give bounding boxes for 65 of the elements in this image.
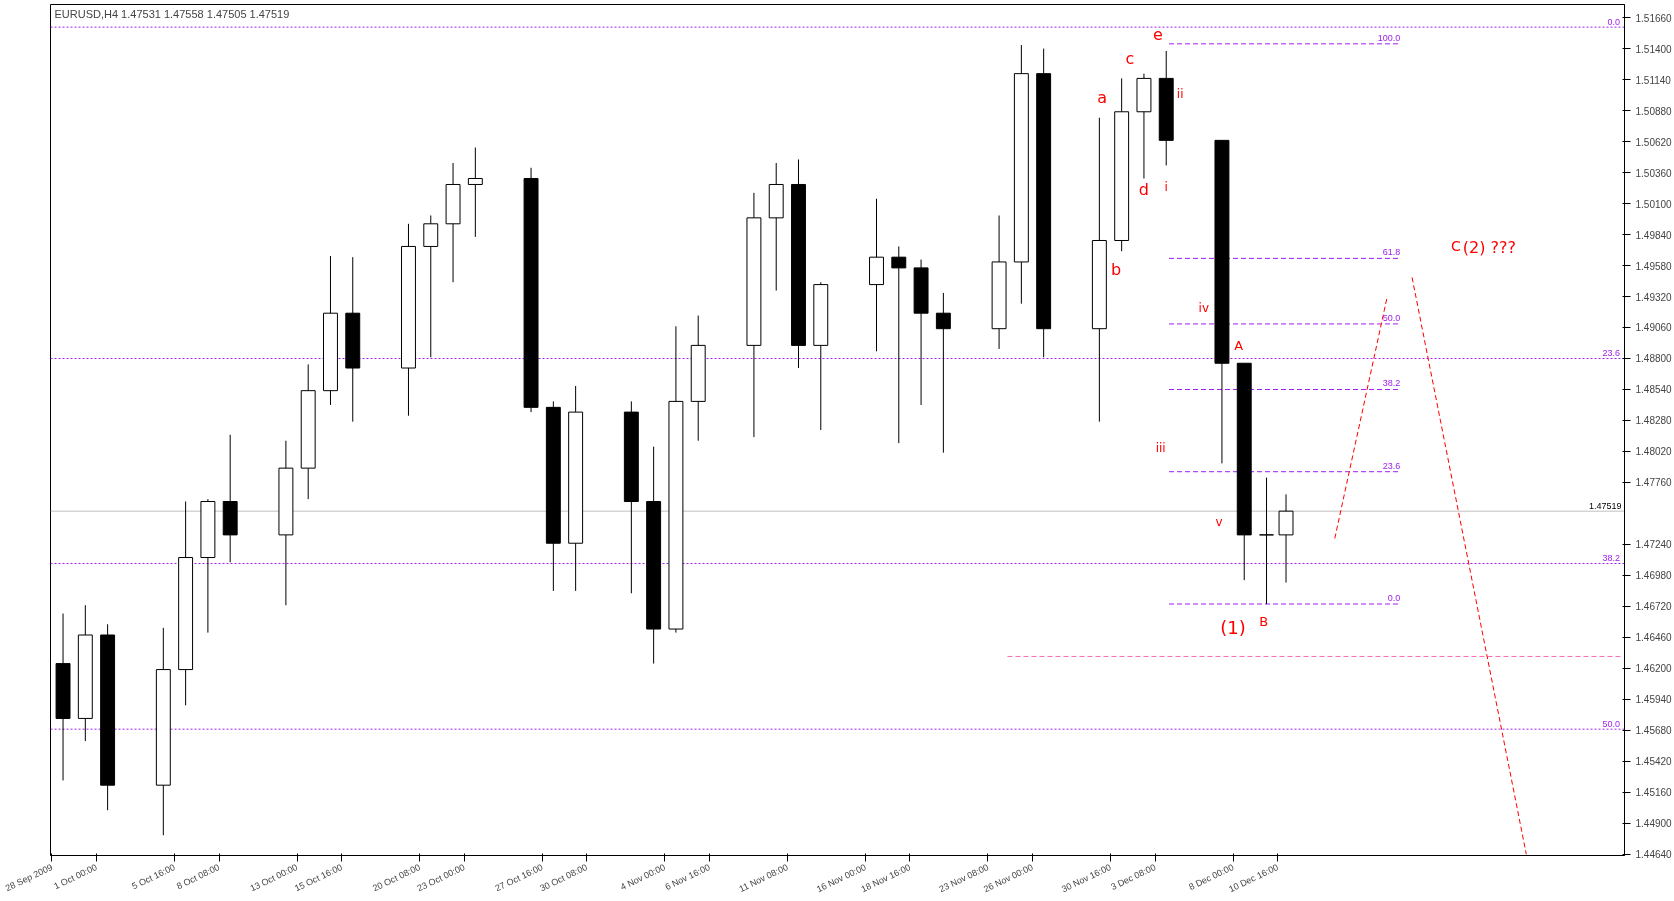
series-label: 38.2 bbox=[1382, 378, 1401, 389]
y-tick-label: 1.46720 bbox=[1635, 601, 1673, 613]
candlestick bbox=[1259, 477, 1274, 605]
y-tick-label: 1.51140 bbox=[1635, 74, 1672, 86]
y-tick-label: 1.49060 bbox=[1635, 322, 1673, 334]
annotation: 0.0 bbox=[1607, 17, 1621, 28]
annotation: (1) bbox=[1220, 617, 1246, 639]
annotation: e bbox=[1152, 25, 1163, 45]
y-tick-label: 1.44640 bbox=[1635, 849, 1673, 861]
y-tick-label: 1.49320 bbox=[1635, 291, 1673, 303]
candlestick bbox=[935, 292, 951, 454]
annotation: B bbox=[1259, 614, 1269, 630]
chart-title: EURUSD,H4 1.47531 1.47558 1.47505 1.47519 bbox=[54, 7, 290, 20]
y-tick-label: 1.46980 bbox=[1635, 570, 1673, 582]
y-tick-label: 1.48020 bbox=[1635, 446, 1673, 458]
series-label: 0.0 bbox=[1387, 593, 1401, 604]
annotation: a bbox=[1097, 87, 1108, 107]
x-tick-label: 1 Oct 00:00 bbox=[52, 862, 99, 892]
y-tick-label: 1.50620 bbox=[1635, 136, 1673, 148]
y-tick-label: 1.45160 bbox=[1635, 787, 1673, 799]
y-tick-label: 1.49840 bbox=[1635, 229, 1673, 241]
series-label: 23.6 bbox=[1382, 460, 1401, 471]
y-tick-label: 1.47240 bbox=[1635, 539, 1673, 551]
annotation: 23.6 bbox=[1602, 348, 1621, 359]
series-label: 61.8 bbox=[1382, 247, 1401, 258]
x-tick-label: 8 Oct 08:00 bbox=[174, 862, 222, 892]
annotation: 38.2 bbox=[1602, 553, 1621, 564]
y-tick-label: 1.50360 bbox=[1635, 167, 1673, 179]
annotation: b bbox=[1111, 259, 1122, 279]
y-tick-label: 1.44900 bbox=[1635, 818, 1673, 830]
annotation: iii bbox=[1155, 440, 1166, 455]
annotation: i bbox=[1164, 179, 1168, 194]
x-tick-label: 5 Oct 16:00 bbox=[130, 862, 177, 892]
annotation: iv bbox=[1198, 301, 1210, 316]
y-tick-label: 1.45940 bbox=[1635, 694, 1673, 706]
annotation: C bbox=[1451, 238, 1462, 255]
candlestick bbox=[1278, 493, 1294, 584]
x-tick-label: 11 Nov 08:00 bbox=[737, 862, 790, 894]
annotation: c bbox=[1125, 48, 1135, 68]
series-label: 100.0 bbox=[1377, 32, 1401, 43]
candlestick bbox=[423, 214, 439, 358]
ref-line-label: 1.47519 bbox=[1588, 501, 1622, 512]
y-tick-label: 1.45680 bbox=[1635, 725, 1673, 737]
annotation: A bbox=[1234, 337, 1244, 353]
annotation: d bbox=[1138, 179, 1150, 199]
y-tick-label: 1.47760 bbox=[1635, 477, 1673, 489]
y-tick-label: 1.45420 bbox=[1635, 756, 1673, 768]
candlestick bbox=[891, 245, 907, 444]
y-tick-label: 1.46460 bbox=[1635, 632, 1673, 644]
series-label: 50.0 bbox=[1382, 312, 1401, 323]
y-tick-label: 1.48800 bbox=[1635, 353, 1673, 365]
annotation: 50.0 bbox=[1602, 719, 1621, 730]
y-tick-label: 1.51660 bbox=[1635, 12, 1673, 24]
y-tick-label: 1.49580 bbox=[1635, 260, 1673, 272]
candlestick bbox=[467, 147, 483, 238]
y-tick-label: 1.48540 bbox=[1635, 384, 1673, 396]
annotation: ii bbox=[1176, 86, 1184, 101]
y-tick-label: 1.50880 bbox=[1635, 105, 1673, 117]
y-tick-label: 1.50100 bbox=[1635, 198, 1673, 210]
y-tick-label: 1.51400 bbox=[1635, 43, 1673, 55]
annotation: v bbox=[1215, 514, 1223, 529]
x-tick-label: 28 Sep 2009 bbox=[3, 862, 55, 894]
annotation: (2) ??? bbox=[1462, 238, 1517, 258]
y-tick-label: 1.46200 bbox=[1635, 663, 1673, 675]
y-tick-label: 1.48280 bbox=[1635, 415, 1673, 427]
